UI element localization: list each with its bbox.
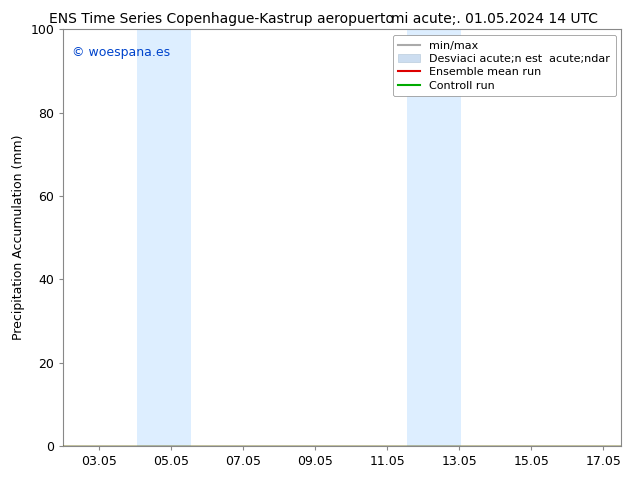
Text: © woespana.es: © woespana.es bbox=[72, 46, 170, 59]
Text: mi acute;. 01.05.2024 14 UTC: mi acute;. 01.05.2024 14 UTC bbox=[391, 12, 598, 26]
Bar bbox=[407, 29, 461, 446]
Y-axis label: Precipitation Accumulation (mm): Precipitation Accumulation (mm) bbox=[12, 135, 25, 341]
Legend: min/max, Desviaci acute;n est  acute;ndar, Ensemble mean run, Controll run: min/max, Desviaci acute;n est acute;ndar… bbox=[392, 35, 616, 96]
Text: ENS Time Series Copenhague-Kastrup aeropuerto: ENS Time Series Copenhague-Kastrup aerop… bbox=[49, 12, 394, 26]
Bar bbox=[137, 29, 191, 446]
